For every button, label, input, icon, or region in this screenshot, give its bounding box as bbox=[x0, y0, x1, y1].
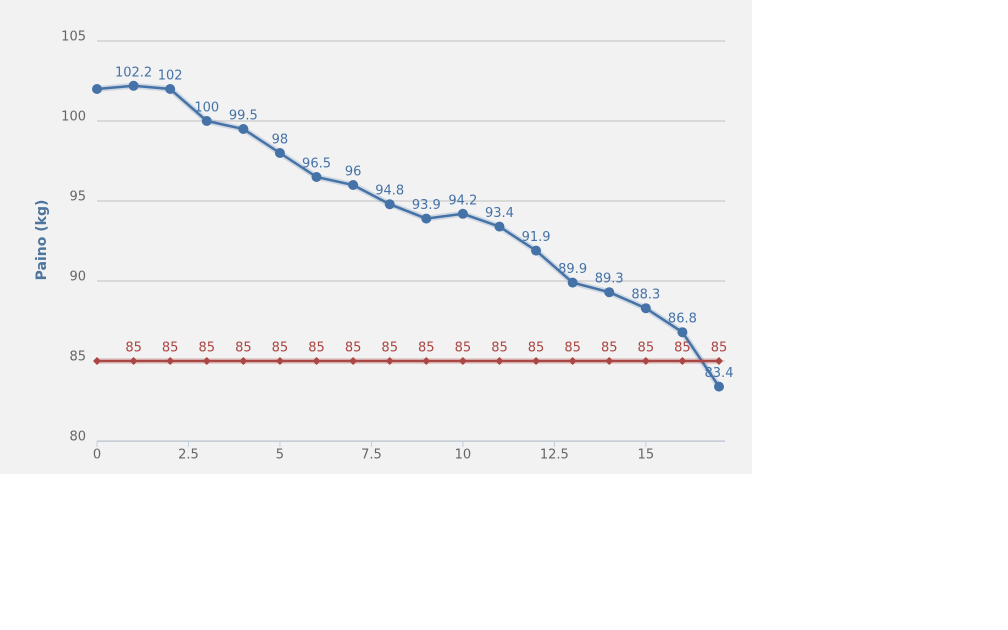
y-tick-label: 95 bbox=[69, 190, 86, 205]
data-label: 85 bbox=[564, 341, 581, 356]
data-label: 85 bbox=[674, 341, 691, 356]
data-point bbox=[348, 180, 359, 190]
data-label: 96.5 bbox=[302, 157, 331, 172]
data-point bbox=[457, 208, 468, 219]
data-point bbox=[641, 357, 650, 365]
data-point bbox=[384, 199, 395, 210]
data-point bbox=[422, 357, 431, 365]
y-tick-label: 90 bbox=[69, 270, 86, 285]
data-label: 85 bbox=[711, 341, 728, 356]
data-label: 99.5 bbox=[229, 109, 258, 124]
data-label: 85 bbox=[162, 341, 179, 356]
data-point bbox=[311, 172, 322, 182]
data-label: 89.3 bbox=[595, 272, 624, 287]
data-point bbox=[166, 357, 175, 365]
y-tick-label: 80 bbox=[69, 430, 86, 445]
x-tick-label: 10 bbox=[455, 448, 472, 463]
data-label: 85 bbox=[455, 341, 472, 356]
data-point bbox=[568, 357, 577, 365]
data-point bbox=[275, 357, 284, 365]
series-line bbox=[96, 84, 721, 388]
data-point bbox=[201, 116, 212, 126]
data-label: 85 bbox=[638, 341, 655, 356]
y-tick-label: 105 bbox=[61, 30, 86, 45]
data-label: 85 bbox=[491, 341, 508, 356]
data-label: 96 bbox=[345, 165, 362, 180]
data-point bbox=[605, 357, 614, 365]
x-tick-label: 5 bbox=[276, 448, 284, 463]
data-label: 93.9 bbox=[412, 198, 441, 213]
data-point bbox=[93, 357, 101, 365]
y-tick-label: 85 bbox=[69, 350, 86, 365]
data-point bbox=[202, 357, 211, 365]
x-tick-label: 2.5 bbox=[178, 448, 199, 463]
data-label: 91.9 bbox=[522, 230, 551, 245]
data-label: 86.8 bbox=[668, 312, 697, 327]
data-label: 85 bbox=[198, 341, 215, 356]
data-point bbox=[238, 124, 249, 134]
data-label: 85 bbox=[308, 341, 325, 356]
data-point bbox=[678, 357, 687, 365]
data-point bbox=[495, 357, 504, 365]
data-point bbox=[604, 287, 615, 298]
data-label: 85 bbox=[418, 341, 435, 356]
data-label: 102.2 bbox=[115, 65, 152, 80]
data-point bbox=[165, 84, 176, 94]
data-point bbox=[532, 357, 541, 365]
data-label: 88.3 bbox=[631, 288, 660, 303]
data-label: 89.9 bbox=[558, 262, 587, 277]
data-label: 85 bbox=[601, 341, 618, 356]
x-tick-label: 15 bbox=[638, 448, 655, 463]
data-label: 85 bbox=[528, 341, 545, 356]
data-label: 100 bbox=[194, 101, 219, 116]
data-point bbox=[715, 357, 723, 365]
data-point bbox=[677, 327, 688, 338]
data-point bbox=[458, 357, 467, 365]
x-tick-label: 7.5 bbox=[361, 448, 382, 463]
data-label: 83.4 bbox=[705, 366, 734, 381]
data-point bbox=[385, 357, 394, 365]
data-point bbox=[349, 357, 358, 365]
data-point bbox=[714, 381, 724, 392]
data-point bbox=[239, 357, 248, 365]
x-tick-label: 12.5 bbox=[540, 448, 569, 463]
y-axis-label: Paino (kg) bbox=[34, 200, 50, 281]
data-point bbox=[92, 84, 102, 94]
y-tick-label: 100 bbox=[61, 110, 86, 125]
data-label: 93.4 bbox=[485, 206, 514, 221]
data-point bbox=[567, 277, 578, 288]
data-label: 94.8 bbox=[375, 184, 404, 199]
data-label: 98 bbox=[272, 133, 289, 148]
data-label: 94.2 bbox=[448, 193, 477, 208]
data-label: 85 bbox=[381, 341, 398, 356]
data-label: 85 bbox=[125, 341, 142, 356]
data-label: 85 bbox=[235, 341, 252, 356]
plot-background bbox=[0, 0, 752, 474]
data-point bbox=[531, 245, 542, 256]
data-point bbox=[421, 213, 432, 224]
data-label: 102 bbox=[158, 69, 183, 84]
data-point bbox=[128, 80, 139, 91]
data-point bbox=[312, 357, 321, 365]
data-point bbox=[129, 357, 138, 365]
data-point bbox=[640, 303, 651, 314]
data-point bbox=[494, 221, 505, 232]
data-point bbox=[274, 148, 285, 158]
x-tick-label: 0 bbox=[93, 448, 101, 463]
data-label: 85 bbox=[345, 341, 362, 356]
data-label: 85 bbox=[272, 341, 289, 356]
